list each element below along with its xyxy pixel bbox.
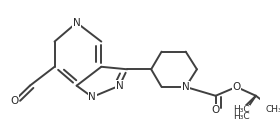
Text: CH₃: CH₃ xyxy=(266,105,280,114)
Text: N: N xyxy=(116,81,123,91)
Text: O: O xyxy=(211,105,220,115)
Text: N: N xyxy=(73,18,81,28)
Text: N: N xyxy=(182,82,190,92)
Text: H₃C: H₃C xyxy=(233,105,250,114)
Text: O: O xyxy=(10,96,18,106)
Text: O: O xyxy=(232,82,241,92)
Text: N: N xyxy=(88,92,96,102)
Text: H₃C: H₃C xyxy=(233,112,250,121)
